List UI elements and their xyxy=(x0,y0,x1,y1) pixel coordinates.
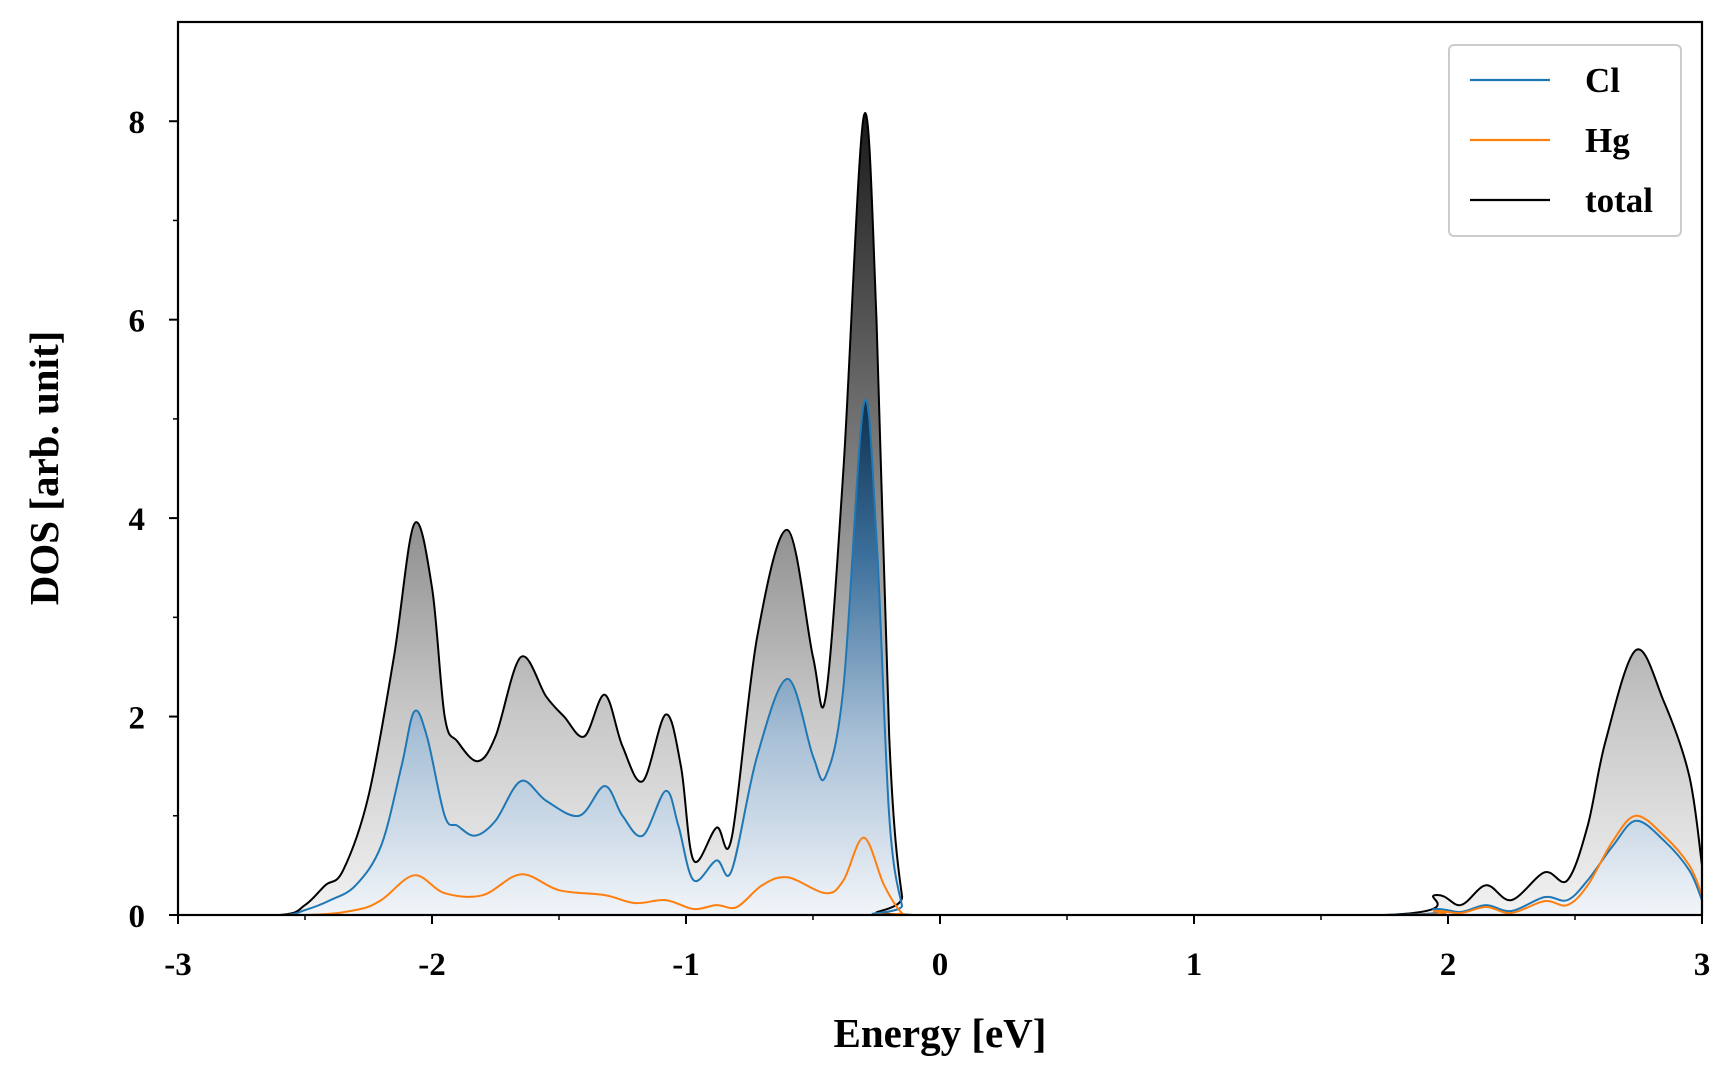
series-fills xyxy=(178,113,1702,915)
y-tick-label: 6 xyxy=(129,304,146,340)
x-axis-title: Energy [eV] xyxy=(834,1010,1047,1056)
x-axis: -3 -2 -1 0 1 2 3 xyxy=(164,915,1710,983)
y-tick-label: 2 xyxy=(129,701,146,737)
x-tick-label: 3 xyxy=(1694,947,1711,983)
x-tick-label: -2 xyxy=(418,947,446,983)
legend-label-total: total xyxy=(1585,181,1653,220)
y-tick-label: 0 xyxy=(129,899,146,935)
series-lines xyxy=(178,112,1702,915)
y-axis: 0 2 4 6 8 xyxy=(129,105,178,935)
x-tick-label: 1 xyxy=(1186,947,1203,983)
legend-label-hg: Hg xyxy=(1585,121,1630,160)
legend-frame xyxy=(1448,44,1682,237)
series-line-hg xyxy=(178,814,1702,915)
y-tick-label: 8 xyxy=(129,105,146,141)
x-tick-label: 0 xyxy=(932,947,949,983)
legend-label-cl: Cl xyxy=(1585,61,1620,100)
x-tick-label: -1 xyxy=(672,947,700,983)
series-line-cl xyxy=(178,399,1702,915)
x-tick-label: 2 xyxy=(1440,947,1457,983)
legend: Cl Hg total xyxy=(1448,44,1682,237)
x-tick-label: -3 xyxy=(164,947,192,983)
y-tick-label: 4 xyxy=(129,502,146,538)
series-line-total xyxy=(178,112,1702,915)
y-axis-title: DOS [arb. unit] xyxy=(21,331,67,606)
series-fill-total xyxy=(178,113,1702,915)
